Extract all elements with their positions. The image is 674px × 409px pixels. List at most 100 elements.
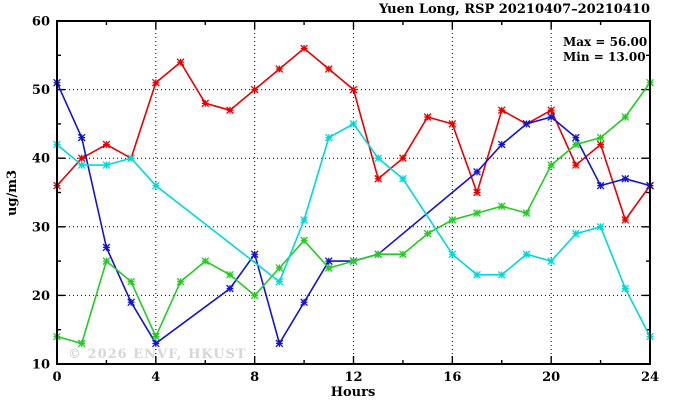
series-red: [53, 44, 654, 224]
series-green-marker: [127, 277, 135, 286]
series-blue-marker: [547, 113, 556, 121]
series-red-marker: [399, 154, 407, 163]
series-blue-line: [56, 82, 651, 346]
series-cyan-marker: [399, 174, 407, 183]
chart-title: Yuen Long, RSP 20210407–20210410: [378, 2, 650, 17]
series-blue-marker: [102, 243, 111, 252]
series-blue-marker: [226, 284, 234, 293]
series-green-marker: [349, 257, 358, 265]
series-blue-marker: [151, 339, 160, 348]
y-tick-label: 50: [32, 83, 50, 98]
series-green-marker: [226, 270, 234, 279]
y-tick-label: 20: [32, 289, 50, 304]
series-cyan-line: [56, 122, 651, 337]
series-cyan-marker: [151, 181, 160, 190]
max-annotation: Max = 56.00: [563, 35, 647, 49]
series-blue-marker: [522, 120, 531, 128]
series-cyan-marker: [300, 216, 308, 224]
x-tick-label: 0: [52, 370, 61, 385]
series-cyan-marker: [547, 257, 556, 265]
series-red-marker: [497, 106, 506, 115]
series-cyan-marker: [102, 161, 111, 169]
series-green-marker: [300, 236, 308, 245]
series-blue-marker: [596, 181, 605, 190]
x-tick-label: 16: [443, 370, 461, 385]
axis-ticks: [56, 20, 651, 365]
series-cyan-marker: [473, 270, 481, 279]
x-tick-label: 12: [344, 370, 362, 385]
series-red-marker: [176, 58, 185, 67]
series-blue-marker: [250, 250, 259, 259]
series-blue-marker: [77, 133, 86, 142]
series-red-marker: [250, 85, 259, 94]
series-green-marker: [547, 161, 556, 169]
data-series: [53, 44, 654, 348]
series-green-marker: [596, 133, 605, 142]
series-cyan-marker: [621, 284, 630, 293]
series-red-marker: [448, 120, 457, 128]
x-tick-label: 20: [542, 370, 560, 385]
series-cyan-marker: [127, 154, 135, 163]
series-green: [53, 78, 654, 348]
series-blue-marker: [324, 257, 333, 265]
series-cyan-marker: [596, 222, 605, 231]
series-red-marker: [547, 106, 556, 115]
series-red-marker: [349, 85, 358, 94]
series-green-marker: [250, 291, 259, 300]
series-cyan-marker: [77, 161, 86, 169]
series-cyan-marker: [374, 154, 383, 163]
series-green-marker: [572, 140, 580, 149]
series-cyan-marker: [572, 229, 580, 238]
y-tick-label: 30: [32, 220, 50, 235]
series-green-marker: [176, 277, 185, 286]
series-green-marker: [151, 332, 160, 341]
series-red-marker: [374, 174, 383, 183]
series-red-marker: [275, 65, 284, 73]
series-blue-marker: [497, 140, 506, 149]
series-red-marker: [324, 65, 333, 73]
series-cyan-marker: [497, 270, 506, 279]
series-blue-marker: [300, 298, 308, 307]
x-tick-label: 24: [641, 370, 659, 385]
series-green-marker: [423, 229, 432, 238]
series-blue-marker: [572, 133, 580, 142]
series-red-marker: [423, 113, 432, 121]
watermark: © 2026 ENVF, HKUST: [68, 347, 247, 362]
series-red-marker: [621, 216, 630, 224]
series-green-marker: [448, 216, 457, 224]
series-cyan-marker: [522, 250, 531, 259]
series-cyan-marker: [448, 250, 457, 259]
series-red-marker: [473, 188, 481, 197]
series-red-marker: [300, 44, 308, 53]
y-axis-label: ug/m3: [5, 170, 20, 216]
series-green-marker: [473, 209, 481, 217]
series-red-marker: [151, 78, 160, 87]
series-blue-marker: [127, 298, 135, 307]
series-green-marker: [324, 264, 333, 272]
series-red-marker: [77, 154, 86, 163]
plot-border: [56, 20, 651, 365]
series-red-marker: [226, 106, 234, 115]
min-annotation: Min = 13.00: [563, 50, 646, 64]
series-green-marker: [374, 250, 383, 259]
x-tick-label: 8: [250, 370, 259, 385]
series-red-line: [56, 47, 651, 222]
series-cyan-marker: [324, 133, 333, 142]
x-axis-label: Hours: [331, 385, 376, 400]
y-tick-label: 10: [32, 358, 50, 373]
series-cyan-marker: [275, 277, 284, 286]
series-green-marker: [102, 257, 111, 265]
axis-tick-labels: 0 4 8 12 16 20 24 10 20 30 40 50 60: [32, 15, 659, 386]
y-tick-label: 60: [32, 15, 50, 30]
series-green-marker: [621, 113, 630, 121]
series-red-marker: [596, 140, 605, 149]
series-blue: [53, 78, 654, 348]
y-tick-label: 40: [32, 152, 50, 167]
series-green-marker: [399, 250, 407, 259]
series-green-marker: [275, 264, 284, 272]
series-cyan-marker: [349, 120, 358, 128]
series-red-marker: [102, 140, 111, 149]
x-tick-label: 4: [151, 370, 160, 385]
